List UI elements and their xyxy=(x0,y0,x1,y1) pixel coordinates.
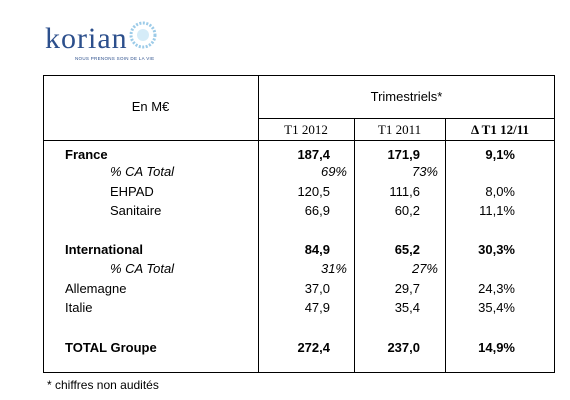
row-label: Sanitaire xyxy=(110,203,162,218)
row-label: % CA Total xyxy=(110,261,175,276)
row-label: Allemagne xyxy=(65,281,127,296)
cell-value: 11,1% xyxy=(479,203,515,218)
column-header: T1 2012 xyxy=(284,122,328,137)
cell-value: 30,3% xyxy=(478,242,515,257)
cell-value: 29,7 xyxy=(394,281,420,296)
cell-value: 8,0% xyxy=(485,184,515,199)
group-header: Trimestriels* xyxy=(370,89,443,104)
border xyxy=(258,75,259,373)
cell-value: 111,6 xyxy=(389,184,420,199)
border xyxy=(445,118,446,373)
logo-tagline: NOUS PRENONS SOIN DE LA VIE xyxy=(75,56,155,61)
row-label: EHPAD xyxy=(110,184,154,199)
cell-value: 84,9 xyxy=(304,242,330,257)
row-label: International xyxy=(65,242,144,257)
border xyxy=(43,372,555,373)
cell-value: 31% xyxy=(320,261,347,276)
cell-value: 187,4 xyxy=(297,147,330,162)
cell-value: 272,4 xyxy=(297,340,330,355)
border xyxy=(258,118,555,119)
cell-value: 35,4% xyxy=(478,300,515,315)
cell-value: 171,9 xyxy=(387,147,420,162)
border xyxy=(43,75,44,373)
row-label: France xyxy=(65,147,108,162)
cell-value: 73% xyxy=(411,164,438,179)
cell-value: 35,4 xyxy=(394,300,420,315)
cell-value: 14,9% xyxy=(478,340,515,355)
border xyxy=(43,140,555,141)
cell-value: 66,9 xyxy=(304,203,330,218)
cell-value: 60,2 xyxy=(394,203,420,218)
footnote: * chiffres non audités xyxy=(47,378,159,392)
cell-value: 9,1% xyxy=(485,147,515,162)
row-label: Italie xyxy=(65,300,93,315)
row-label: TOTAL Groupe xyxy=(65,340,157,355)
cell-value: 47,9 xyxy=(304,300,330,315)
border xyxy=(43,75,555,76)
border xyxy=(354,118,355,373)
logo-icon xyxy=(129,21,157,49)
cell-value: 37,0 xyxy=(304,281,330,296)
unit-header: En M€ xyxy=(131,99,170,114)
border xyxy=(554,75,555,373)
cell-value: 65,2 xyxy=(394,242,420,257)
cell-value: 120,5 xyxy=(297,184,330,199)
cell-value: 27% xyxy=(411,261,438,276)
cell-value: 24,3% xyxy=(478,281,515,296)
column-header: Δ T1 12/11 xyxy=(471,122,529,137)
cell-value: 69% xyxy=(320,164,347,179)
cell-value: 237,0 xyxy=(387,340,420,355)
row-label: % CA Total xyxy=(110,164,175,179)
column-header: T1 2011 xyxy=(377,122,422,137)
logo-text: korian xyxy=(45,22,128,55)
